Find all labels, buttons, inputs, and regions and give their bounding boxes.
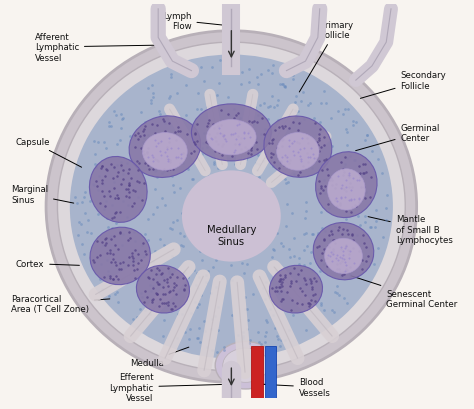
Text: Secondary
Follicle: Secondary Follicle [360, 71, 446, 99]
Ellipse shape [215, 342, 276, 389]
Ellipse shape [226, 180, 237, 216]
Ellipse shape [231, 211, 267, 222]
Ellipse shape [277, 133, 319, 171]
Ellipse shape [143, 133, 187, 171]
Bar [251, 346, 263, 398]
Ellipse shape [200, 216, 232, 236]
Text: Mantle
of Small B
Lymphocytes: Mantle of Small B Lymphocytes [368, 215, 453, 245]
Ellipse shape [264, 117, 332, 178]
Text: Capsule: Capsule [16, 138, 82, 168]
Text: Efferent
Lymphatic
Vessel: Efferent Lymphatic Vessel [109, 372, 228, 402]
Ellipse shape [137, 266, 190, 313]
Text: Marginal
Sinus: Marginal Sinus [11, 185, 74, 204]
Ellipse shape [230, 216, 250, 248]
Ellipse shape [129, 117, 201, 178]
Text: Primary
Follicle: Primary Follicle [299, 21, 353, 93]
Ellipse shape [57, 43, 405, 371]
Text: Medulla: Medulla [130, 347, 189, 367]
Ellipse shape [212, 216, 232, 248]
Ellipse shape [269, 266, 322, 313]
Text: Medullary
Sinus: Medullary Sinus [207, 225, 256, 246]
Ellipse shape [325, 239, 362, 274]
Text: Lymph
Flow: Lymph Flow [163, 11, 228, 31]
Ellipse shape [328, 169, 365, 211]
Ellipse shape [191, 105, 271, 162]
Ellipse shape [200, 198, 232, 218]
Text: Afferent
Lymphatic
Vessel: Afferent Lymphatic Vessel [35, 33, 167, 63]
Ellipse shape [316, 152, 377, 218]
Ellipse shape [195, 211, 231, 222]
Bar [264, 346, 276, 398]
Text: Paracortical
Area (T Cell Zone): Paracortical Area (T Cell Zone) [11, 294, 110, 313]
Ellipse shape [207, 120, 256, 155]
Text: Germinal
Center: Germinal Center [356, 124, 440, 151]
Ellipse shape [90, 228, 150, 285]
Ellipse shape [226, 216, 237, 252]
Ellipse shape [231, 198, 263, 218]
Text: Blood
Vessels: Blood Vessels [264, 378, 331, 397]
Ellipse shape [70, 55, 393, 359]
Ellipse shape [231, 216, 263, 236]
Text: Cortex: Cortex [16, 259, 79, 268]
Ellipse shape [182, 171, 281, 262]
Ellipse shape [46, 31, 417, 382]
Ellipse shape [313, 223, 374, 280]
Text: Senescent
Germinal Center: Senescent Germinal Center [351, 276, 457, 309]
Ellipse shape [212, 185, 232, 217]
Ellipse shape [230, 185, 250, 217]
Ellipse shape [223, 348, 268, 382]
Ellipse shape [90, 157, 147, 223]
